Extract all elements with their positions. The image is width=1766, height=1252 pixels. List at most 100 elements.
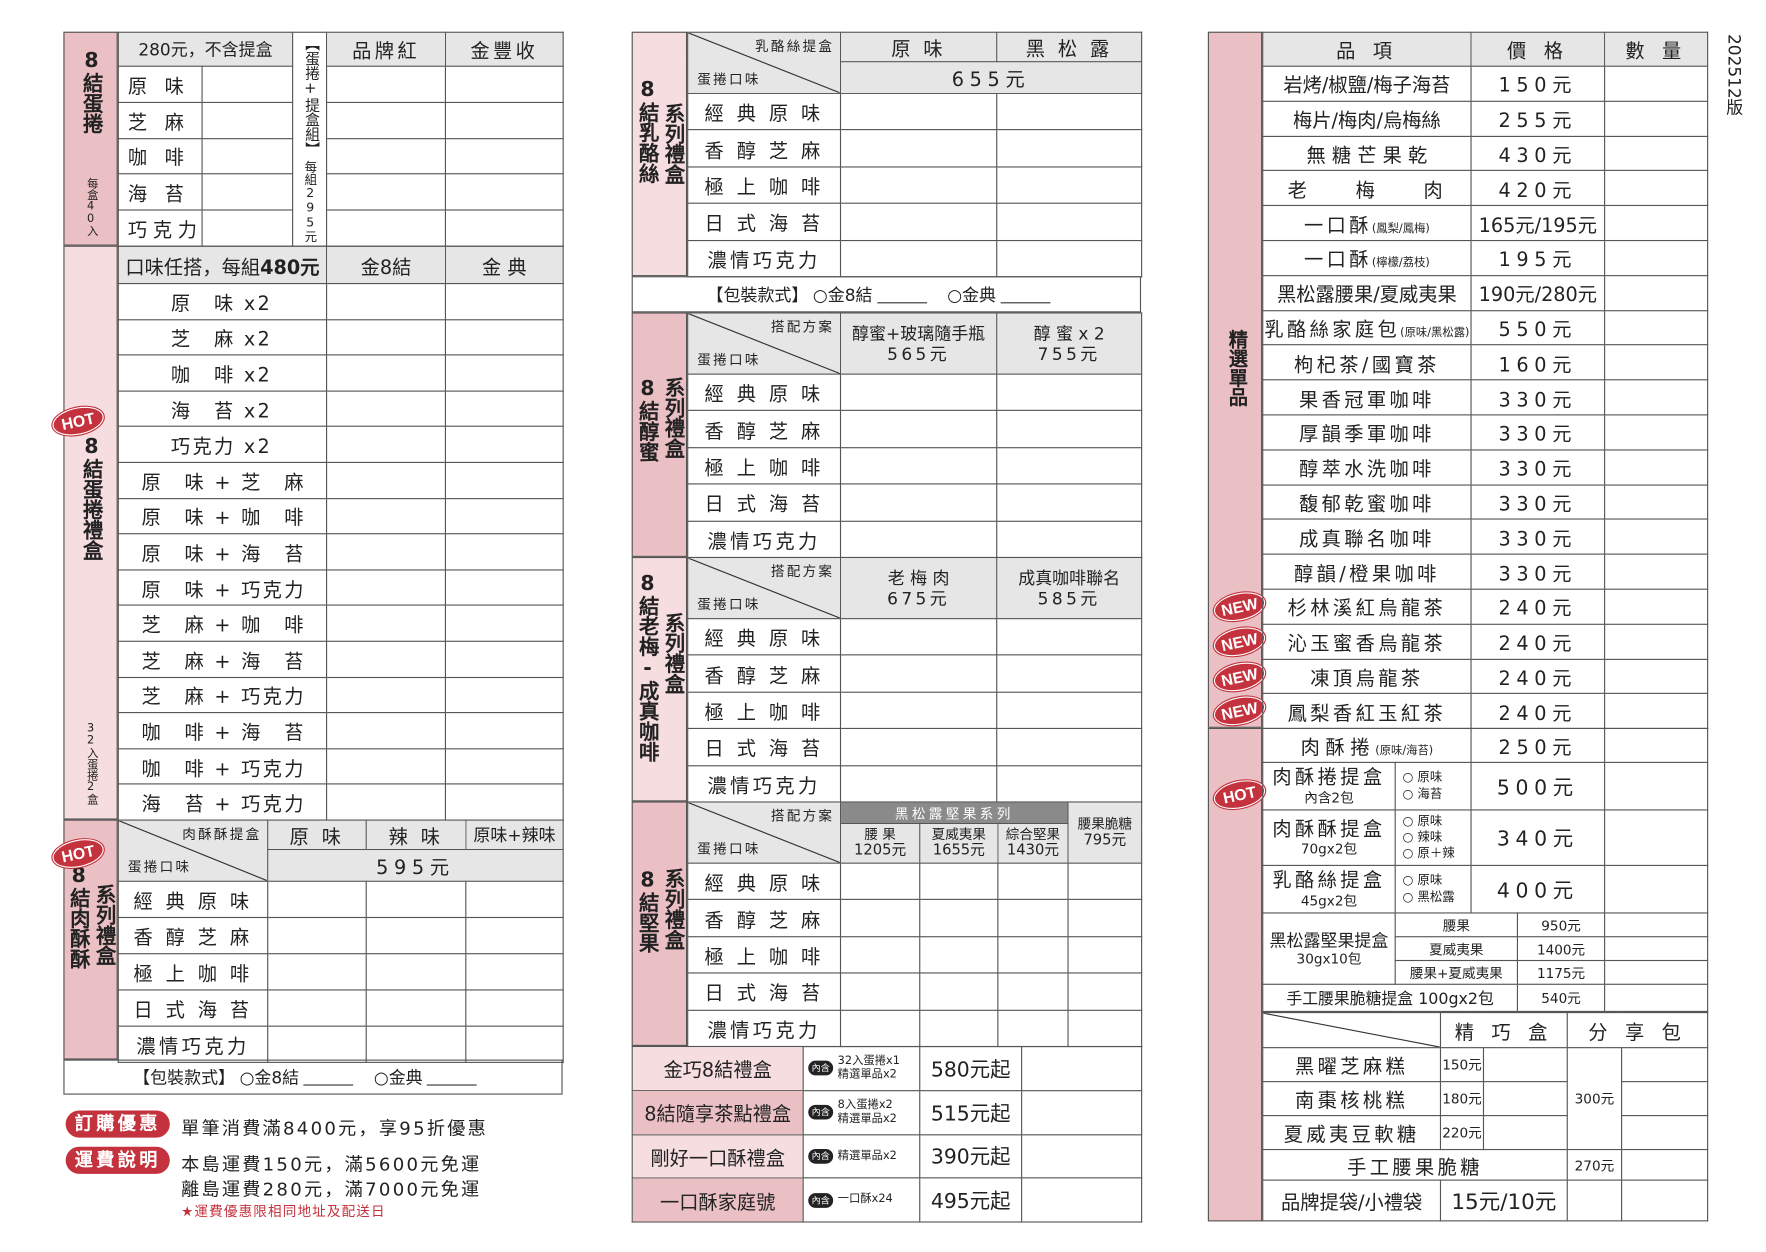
quantity-cell[interactable] [996,654,1143,693]
quantity-cell[interactable] [444,283,564,320]
quantity-cell[interactable] [1604,379,1709,416]
quantity-cell[interactable] [1067,935,1143,974]
packaging-quantity-blank[interactable] [303,1069,354,1086]
quantity-cell[interactable] [839,202,998,241]
quantity-cell[interactable] [326,604,447,642]
quantity-cell[interactable] [326,461,447,499]
quantity-cell[interactable] [839,92,998,131]
quantity-cell[interactable] [919,899,999,938]
packaging-quantity-blank[interactable] [877,286,927,303]
quantity-cell[interactable] [1604,727,1709,763]
quantity-cell[interactable] [444,137,564,175]
quantity-cell[interactable] [365,880,467,919]
quantity-cell[interactable] [997,899,1069,938]
quantity-cell[interactable] [1604,809,1709,866]
quantity-cell[interactable] [839,373,998,412]
quantity-cell[interactable] [326,173,447,211]
quantity-cell[interactable] [839,166,998,204]
quantity-cell[interactable] [444,65,564,103]
quantity-cell[interactable] [1021,1089,1143,1135]
quantity-cell[interactable] [444,533,564,571]
quantity-cell[interactable] [365,916,467,955]
quantity-cell[interactable] [1021,1045,1143,1091]
quantity-cell[interactable] [839,1009,921,1048]
quantity-cell[interactable] [1604,309,1709,346]
quantity-cell[interactable] [1604,959,1709,985]
quantity-cell[interactable] [1621,1047,1709,1083]
quantity-cell[interactable] [326,676,447,714]
quantity-cell[interactable] [839,935,921,974]
quantity-cell[interactable] [1566,1179,1623,1222]
quantity-cell[interactable] [839,764,998,803]
quantity-cell[interactable] [996,520,1143,559]
quantity-cell[interactable] [444,497,564,535]
option-radio[interactable]: ○ 原＋辣 [1402,845,1455,861]
quantity-cell[interactable] [839,654,998,693]
quantity-cell[interactable] [326,283,447,320]
quantity-cell[interactable] [1621,1115,1709,1151]
quantity-cell[interactable] [444,354,564,392]
quantity-cell[interactable] [444,209,564,247]
packaging-option-gold8[interactable]: ○金8結 [239,1067,300,1088]
quantity-cell[interactable] [326,426,447,463]
quantity-cell[interactable] [919,862,999,901]
quantity-cell[interactable] [465,916,564,955]
quantity-cell[interactable] [996,764,1143,803]
option-radio[interactable]: ○ 原味 [1402,873,1443,888]
quantity-cell[interactable] [444,173,564,211]
quantity-cell[interactable] [444,783,564,821]
quantity-cell[interactable] [1604,864,1709,914]
quantity-cell[interactable] [1604,936,1709,962]
quantity-cell[interactable] [201,173,294,211]
quantity-cell[interactable] [1067,1009,1143,1048]
quantity-cell[interactable] [1604,100,1709,137]
packaging-option-jindian[interactable]: ○金典 [373,1067,423,1088]
quantity-cell[interactable] [201,65,294,103]
quantity-cell[interactable] [839,410,998,449]
quantity-cell[interactable] [996,410,1143,449]
quantity-cell[interactable] [326,640,447,678]
quantity-cell[interactable] [997,862,1069,901]
option-radio[interactable]: ○ 原味 [1402,813,1443,829]
quantity-cell[interactable] [1067,972,1143,1011]
quantity-cell[interactable] [444,461,564,499]
option-radio[interactable]: ○ 原味 [1402,769,1443,785]
quantity-cell[interactable] [326,497,447,535]
quantity-cell[interactable] [919,1009,999,1048]
quantity-cell[interactable] [1604,983,1709,1013]
quantity-cell[interactable] [1604,553,1709,590]
packaging-quantity-blank[interactable] [1000,286,1051,303]
quantity-cell[interactable] [267,916,367,955]
quantity-cell[interactable] [444,101,564,139]
option-radio[interactable]: ○ 海苔 [1402,786,1443,801]
option-radio[interactable]: ○ 辣味 [1402,829,1443,845]
quantity-cell[interactable] [1604,135,1709,172]
quantity-cell[interactable] [326,569,447,607]
quantity-cell[interactable] [1604,588,1709,625]
quantity-cell[interactable] [267,989,367,1027]
quantity-cell[interactable] [444,569,564,607]
quantity-cell[interactable] [1067,862,1143,901]
quantity-cell[interactable] [326,533,447,571]
quantity-cell[interactable] [201,209,294,247]
quantity-cell[interactable] [996,691,1143,730]
quantity-cell[interactable] [1621,1179,1709,1222]
quantity-cell[interactable] [1604,693,1709,730]
quantity-cell[interactable] [839,483,998,522]
quantity-cell[interactable] [996,166,1143,204]
quantity-cell[interactable] [1604,623,1709,660]
quantity-cell[interactable] [1604,205,1709,242]
quantity-cell[interactable] [326,783,447,821]
quantity-cell[interactable] [839,728,998,766]
quantity-cell[interactable] [326,747,447,785]
quantity-cell[interactable] [465,1025,564,1063]
quantity-cell[interactable] [326,712,447,750]
quantity-cell[interactable] [444,640,564,678]
quantity-cell[interactable] [1482,1115,1568,1151]
quantity-cell[interactable] [1604,518,1709,555]
quantity-cell[interactable] [465,989,564,1027]
quantity-cell[interactable] [267,880,367,919]
quantity-cell[interactable] [365,989,467,1027]
packaging-option-gold8[interactable]: ○金8結 [812,284,873,306]
quantity-cell[interactable] [365,953,467,991]
